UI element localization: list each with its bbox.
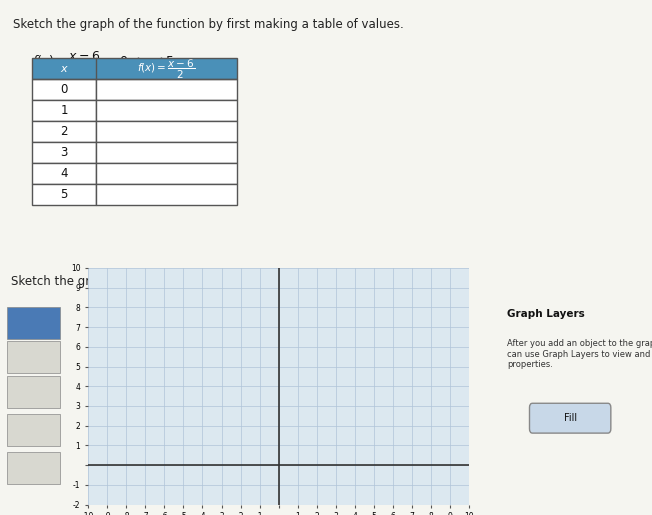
FancyBboxPatch shape [32,79,96,100]
FancyBboxPatch shape [96,121,237,142]
FancyBboxPatch shape [7,452,59,484]
FancyBboxPatch shape [32,100,96,121]
Text: Fill: Fill [563,413,577,423]
FancyBboxPatch shape [96,142,237,163]
FancyBboxPatch shape [7,307,59,339]
Text: Sketch the graph.: Sketch the graph. [11,275,117,288]
Text: $f(x) = \dfrac{x - 6}{2},$   $0 \leq x \leq 5$: $f(x) = \dfrac{x - 6}{2},$ $0 \leq x \le… [32,49,175,75]
FancyBboxPatch shape [32,184,96,204]
FancyBboxPatch shape [96,163,237,184]
FancyBboxPatch shape [96,100,237,121]
Text: Sketch the graph of the function by first making a table of values.: Sketch the graph of the function by firs… [13,18,404,31]
FancyBboxPatch shape [96,184,237,204]
Text: $x$: $x$ [59,64,68,74]
Text: 5: 5 [61,188,68,201]
Text: 1: 1 [60,105,68,117]
Text: 2: 2 [60,125,68,139]
Text: 4: 4 [60,167,68,180]
Text: $f(x) = \dfrac{x-6}{2}$: $f(x) = \dfrac{x-6}{2}$ [137,57,196,80]
FancyBboxPatch shape [32,142,96,163]
FancyBboxPatch shape [32,163,96,184]
FancyBboxPatch shape [32,121,96,142]
Text: After you add an object to the graph
can use Graph Layers to view and e
properti: After you add an object to the graph can… [507,339,652,369]
Text: Graph Layers: Graph Layers [507,310,585,319]
Text: 0: 0 [61,83,68,96]
Text: 3: 3 [61,146,68,159]
FancyBboxPatch shape [7,414,59,446]
FancyBboxPatch shape [32,58,237,79]
FancyBboxPatch shape [96,79,237,100]
FancyBboxPatch shape [7,341,59,373]
FancyBboxPatch shape [529,403,611,433]
FancyBboxPatch shape [7,375,59,407]
